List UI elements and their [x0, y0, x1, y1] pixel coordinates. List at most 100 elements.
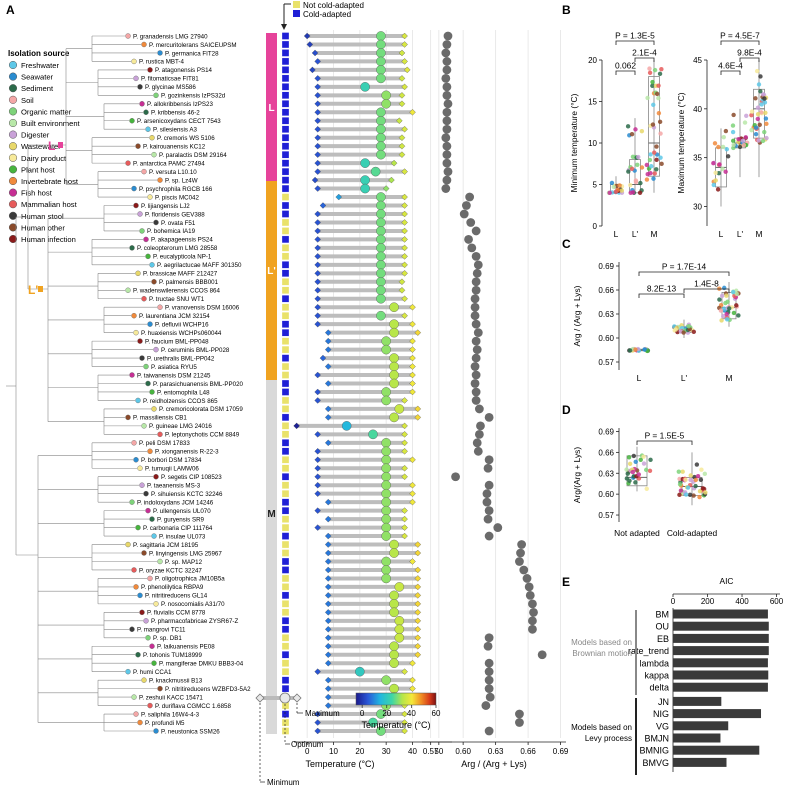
temp-max-point [414, 414, 422, 421]
arg-tick-label: 0.63 [488, 747, 504, 756]
legend-swatch [8, 153, 18, 162]
scatter-point [685, 485, 691, 490]
arg-point [442, 40, 452, 49]
temp-opt-point [376, 149, 386, 160]
x-tick-label: 0 [671, 597, 676, 606]
temp-opt-point [381, 480, 391, 491]
arg-point [525, 590, 535, 600]
species-label: P. indoloxydans JCM 14246 [137, 499, 214, 506]
scatter-point [719, 293, 725, 299]
scatter-point [636, 472, 642, 477]
temp-opt-point [381, 344, 391, 355]
temp-min-point [324, 363, 332, 370]
source-dot [129, 245, 135, 251]
temp-max-point [401, 236, 408, 243]
temp-opt-point [389, 599, 399, 609]
temp-min-point [314, 456, 321, 464]
arg-tick-label: 0.66 [520, 747, 536, 756]
scatter-point [633, 459, 638, 464]
temp-min-point [324, 515, 332, 523]
y-tick-label: 0.57 [598, 511, 614, 520]
temp-max-point [401, 202, 408, 209]
category-label: L [614, 229, 619, 239]
temp-max-point [398, 151, 406, 158]
adaptation-cell [281, 540, 290, 549]
temp-opt-point [376, 209, 386, 219]
pvalue-label: P = 1.3E-5 [615, 31, 655, 41]
aic-bar [673, 646, 769, 656]
scatter-point [702, 471, 708, 477]
temp-max-point [401, 422, 408, 430]
species-label: P. sp. Lz4W [165, 177, 198, 184]
temp-max-point [401, 227, 408, 235]
species-label: P. humi CCA1 [133, 669, 172, 676]
source-dot [153, 601, 159, 607]
colorbar-tick-label: 20 [382, 709, 391, 718]
scatter-point [717, 162, 722, 167]
source-dot [131, 567, 137, 573]
temp-max-point [409, 558, 416, 565]
legend-label: Human other [21, 223, 65, 232]
temp-opt-point [381, 387, 391, 397]
temp-max-point [388, 176, 395, 184]
colorbar-label: Temperature (°C) [361, 720, 430, 730]
temp-min-point [335, 193, 343, 201]
arg-point [442, 116, 452, 126]
temp-tick-label: 10 [329, 747, 338, 756]
scatter-point [613, 189, 619, 194]
legend-swatch [8, 72, 18, 81]
panel-b-left: 0 5 10 15 20 Minimum temperature (°C) L L' M P = … [569, 31, 664, 239]
source-dot [131, 312, 137, 319]
temp-min-point [314, 227, 321, 235]
temp-opt-point [376, 192, 386, 202]
scatter-point [688, 477, 693, 483]
adaptation-cell [281, 651, 290, 659]
temp-max-point [398, 134, 406, 141]
scatter-point [758, 74, 763, 79]
temp-max-point [401, 295, 408, 303]
y-tick-label: 20 [588, 56, 597, 65]
temp-min-point [314, 58, 321, 65]
arg-point [471, 370, 481, 380]
pvalue-bracket [638, 293, 685, 298]
pvalue-label: P = 1.7E-14 [662, 262, 707, 272]
aic-bar [673, 658, 768, 668]
species-label: P. paralactis DSM 29164 [159, 152, 227, 159]
source-dot [149, 516, 155, 522]
arg-point [442, 141, 452, 151]
adaptation-cell [281, 176, 290, 184]
adaptation-cell [281, 676, 290, 684]
temp-opt-point [381, 395, 391, 406]
species-label: P. silesiensis A3 [153, 127, 197, 134]
clade-bar-l [266, 33, 277, 181]
source-dot [129, 118, 135, 124]
temp-opt-point [381, 99, 391, 109]
temp-opt-point [376, 310, 386, 321]
arg-point [441, 48, 451, 58]
temp-max-point [401, 261, 408, 269]
species-label: P. reidholzensis CCOS 865 [143, 398, 218, 405]
clade-node-lp [38, 286, 43, 292]
scatter-point [734, 291, 739, 297]
temp-opt-point [394, 632, 405, 643]
scatter-point [648, 170, 653, 176]
scatter-point [724, 293, 729, 298]
scatter-point [718, 308, 724, 313]
pvalue-bracket [683, 288, 730, 293]
temp-min-point [324, 346, 332, 353]
scatter-point [693, 483, 698, 489]
temp-opt-point [389, 353, 399, 363]
scatter-point [658, 155, 663, 160]
source-dot [129, 372, 135, 378]
aic-bar [673, 609, 768, 619]
temp-max-point [409, 659, 416, 667]
temp-min-point [324, 609, 332, 616]
source-dot [149, 262, 155, 268]
species-label: P. vranovensis DSM 16006 [165, 305, 240, 312]
adaptation-cell [281, 320, 290, 328]
scatter-point [764, 121, 769, 127]
species-label: P. mercuritolerans SAICEUPSM [149, 42, 237, 49]
temp-min-point [314, 490, 321, 497]
temp-min-point [314, 159, 321, 167]
